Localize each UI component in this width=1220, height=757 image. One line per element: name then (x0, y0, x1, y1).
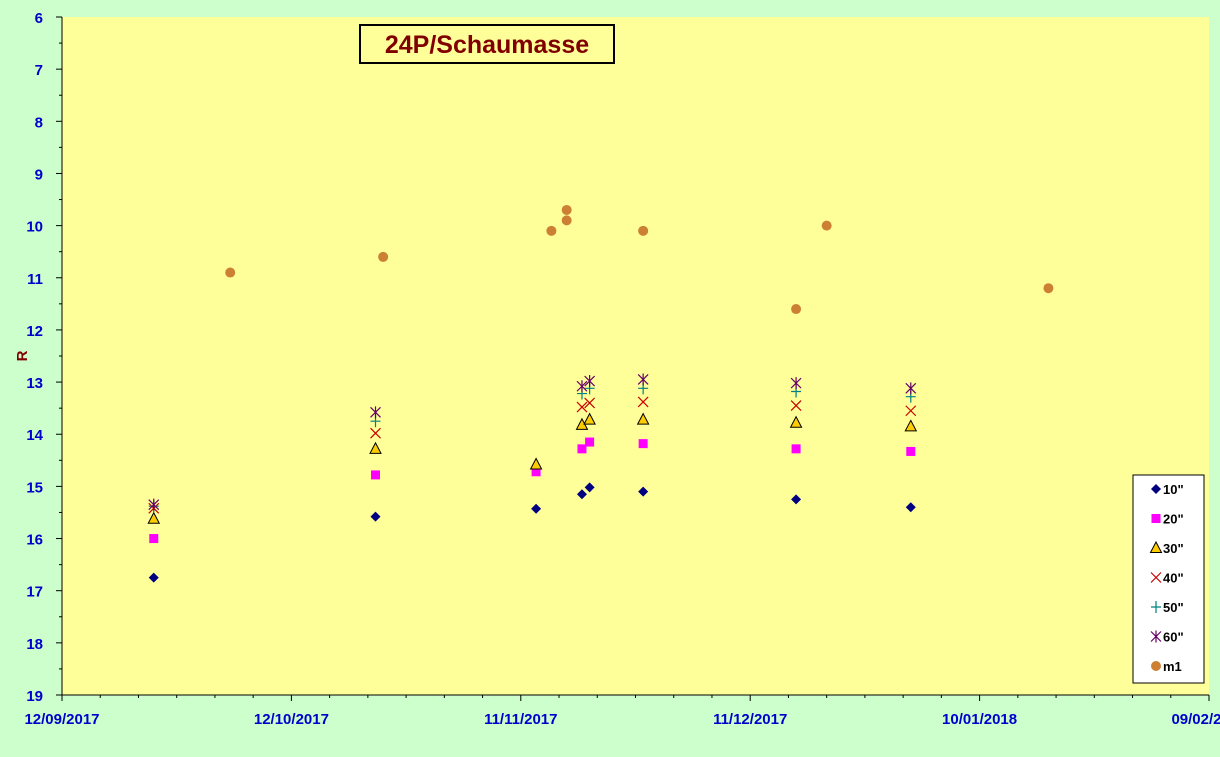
data-point-m1 (791, 304, 802, 315)
legend-label-60: 60" (1163, 630, 1184, 645)
data-point-30 (636, 412, 650, 425)
y-tick-label: 9 (35, 166, 43, 183)
data-point-m1 (561, 204, 572, 215)
data-point-40 (576, 401, 588, 413)
data-point-20 (577, 444, 587, 454)
legend: 10" 20" 30" 40" 50" 60" m1 (1132, 474, 1205, 684)
data-point-10 (370, 511, 381, 522)
legend-entry-30: 30" (1149, 540, 1184, 556)
data-point-30 (789, 415, 803, 428)
data-point-30 (369, 441, 382, 454)
data-point-20 (371, 470, 381, 480)
plot-area (62, 17, 1209, 695)
data-point-40 (370, 427, 381, 439)
data-point-40 (637, 396, 649, 408)
data-point-30 (904, 419, 918, 432)
data-point-40 (790, 400, 802, 411)
y-tick-label: 18 (26, 636, 43, 653)
axes-layer: 6 7 8 9 10 11 12 13 14 15 16 17 18 19 12/09/2017 12/10/… (24, 10, 1220, 728)
y-tick-label: 17 (26, 584, 43, 601)
data-point-10 (531, 503, 542, 514)
data-point-10 (905, 502, 916, 513)
y-tick-label: 14 (26, 427, 43, 444)
data-point-10 (791, 494, 802, 505)
y-tick-label: 8 (35, 114, 43, 131)
data-point-20 (531, 467, 541, 477)
data-point-m1 (546, 225, 557, 236)
data-point-30 (147, 511, 161, 524)
data-point-20 (149, 534, 159, 544)
legend-marker-60 (1150, 630, 1162, 643)
data-point-m1 (225, 267, 236, 278)
x-tick-label: 12/09/2017 (24, 711, 99, 728)
legend-label-m1: m1 (1163, 659, 1182, 674)
y-tick-label: 6 (35, 10, 43, 27)
y-tick-label: 12 (26, 323, 43, 340)
legend-entry-40: 40" (1150, 571, 1184, 586)
x-tick-label: 11/12/2017 (713, 711, 787, 728)
data-point-60 (148, 498, 160, 511)
data-point-m1 (561, 215, 572, 226)
legend-marker-m1 (1151, 661, 1161, 671)
data-point-10 (584, 482, 595, 493)
data-point-20 (585, 437, 595, 447)
legend-label-10: 10" (1163, 482, 1184, 497)
data-point-60 (790, 377, 802, 390)
data-point-40 (584, 397, 596, 409)
chart-title-box: 24P/Schaumasse (359, 24, 615, 64)
data-point-60 (905, 382, 917, 395)
legend-label-30: 30" (1163, 541, 1184, 556)
x-tick-label: 12/10/2017 (254, 711, 329, 728)
data-point-60 (370, 406, 381, 419)
legend-marker-10 (1151, 484, 1161, 494)
legend-marker-40 (1150, 572, 1162, 583)
marks-layer (147, 204, 1054, 583)
data-point-60 (576, 380, 588, 393)
legend-entry-60: 60" (1150, 630, 1184, 645)
legend-marker-30 (1149, 540, 1163, 553)
data-point-20 (906, 446, 916, 456)
legend-label-20: 20" (1163, 512, 1184, 527)
y-tick-label: 15 (26, 479, 43, 496)
data-point-30 (583, 412, 596, 425)
data-point-60 (637, 373, 649, 386)
x-tick-label: 11/11/2017 (484, 711, 557, 728)
legend-entry-10: 10" (1151, 482, 1184, 497)
legend-box (1132, 474, 1205, 684)
chart-title: 24P/Schaumasse (385, 31, 589, 59)
legend-entry-20: 20" (1151, 512, 1184, 527)
x-tick-label: 10/01/2018 (942, 711, 1017, 728)
data-point-10 (148, 572, 159, 583)
data-point-30 (529, 457, 543, 470)
data-point-m1 (1043, 283, 1054, 294)
legend-entry-50: 50" (1151, 600, 1184, 615)
data-point-m1 (378, 251, 389, 262)
y-tick-label: 13 (26, 375, 43, 392)
y-tick-label: 19 (26, 688, 43, 705)
legend-marker-20 (1151, 514, 1161, 523)
data-point-m1 (821, 220, 832, 231)
data-point-10 (638, 486, 649, 497)
y-axis-label: R (14, 350, 31, 361)
y-tick-label: 11 (27, 271, 43, 288)
y-tick-label: 16 (26, 532, 43, 549)
data-point-40 (905, 405, 917, 417)
data-point-20 (638, 439, 648, 449)
legend-entry-m1: m1 (1151, 659, 1182, 674)
x-tick-label: 09/02/2018 (1171, 711, 1220, 728)
data-point-m1 (638, 225, 649, 236)
data-point-60 (584, 375, 596, 388)
legend-label-40: 40" (1163, 571, 1184, 586)
y-tick-label: 10 (26, 219, 43, 236)
data-point-10 (576, 489, 587, 500)
data-point-20 (791, 444, 801, 454)
y-tick-label: 7 (35, 62, 43, 79)
legend-marker-50 (1151, 601, 1161, 613)
legend-label-50: 50" (1163, 600, 1184, 615)
